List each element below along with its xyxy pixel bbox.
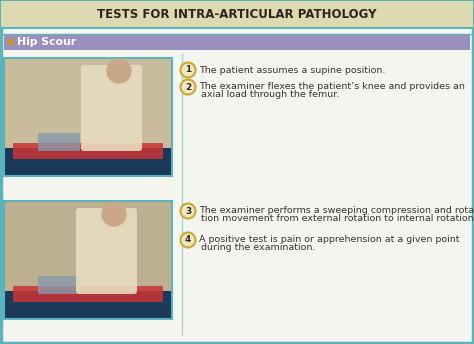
- FancyBboxPatch shape: [4, 58, 172, 176]
- FancyBboxPatch shape: [38, 276, 80, 294]
- Text: 4: 4: [185, 236, 191, 245]
- Text: axial load through the femur.: axial load through the femur.: [201, 90, 339, 99]
- Polygon shape: [6, 37, 13, 46]
- FancyBboxPatch shape: [4, 201, 172, 319]
- FancyBboxPatch shape: [1, 1, 473, 28]
- FancyBboxPatch shape: [4, 34, 470, 50]
- Text: during the examination.: during the examination.: [201, 243, 315, 252]
- Text: 3: 3: [185, 206, 191, 215]
- FancyBboxPatch shape: [13, 286, 163, 302]
- Circle shape: [181, 79, 195, 95]
- Text: 2: 2: [185, 83, 191, 92]
- Circle shape: [107, 59, 131, 83]
- Text: The patient assumes a supine position.: The patient assumes a supine position.: [199, 66, 385, 75]
- Text: The examiner performs a sweeping compression and rota-: The examiner performs a sweeping compres…: [199, 206, 474, 215]
- Circle shape: [181, 204, 195, 218]
- FancyBboxPatch shape: [81, 65, 142, 151]
- Text: tion movement from external rotation to internal rotation.: tion movement from external rotation to …: [201, 214, 474, 223]
- FancyBboxPatch shape: [38, 133, 80, 151]
- Text: A positive test is pain or apprehension at a given point: A positive test is pain or apprehension …: [199, 235, 459, 244]
- Text: 1: 1: [185, 65, 191, 75]
- Circle shape: [181, 63, 195, 77]
- Text: TESTS FOR INTRA-ARTICULAR PATHOLOGY: TESTS FOR INTRA-ARTICULAR PATHOLOGY: [97, 9, 377, 21]
- Circle shape: [181, 233, 195, 247]
- FancyBboxPatch shape: [13, 143, 163, 159]
- Circle shape: [102, 202, 126, 226]
- Text: The examiner flexes the patient’s knee and provides an: The examiner flexes the patient’s knee a…: [199, 82, 465, 91]
- Text: Hip Scour: Hip Scour: [17, 37, 76, 47]
- FancyBboxPatch shape: [76, 208, 137, 294]
- FancyBboxPatch shape: [4, 148, 172, 176]
- FancyBboxPatch shape: [4, 291, 172, 319]
